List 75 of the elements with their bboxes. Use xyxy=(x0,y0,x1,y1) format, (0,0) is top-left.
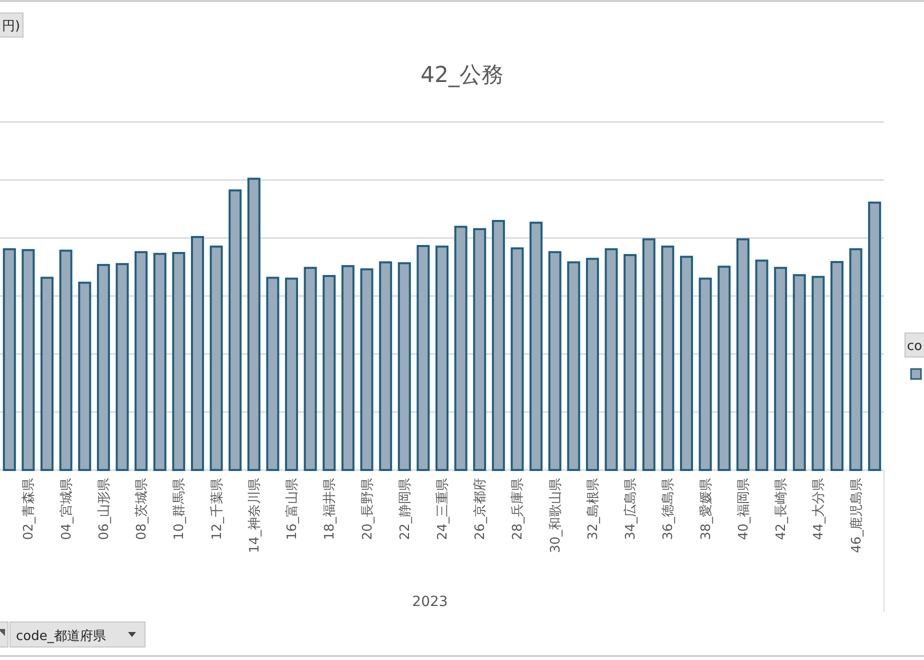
bar xyxy=(510,247,524,471)
bar xyxy=(40,276,54,471)
bar xyxy=(774,266,788,471)
x-tick-label: 10_群馬県 xyxy=(172,478,188,540)
bar xyxy=(492,220,505,471)
x-tick-label: 24_三重県 xyxy=(436,478,450,540)
bar xyxy=(398,262,411,471)
x-tick-label: 32_島根県 xyxy=(586,478,601,540)
bar xyxy=(718,266,731,471)
bar xyxy=(473,228,486,471)
chart-title: 42_公務 xyxy=(420,63,504,88)
bar xyxy=(190,236,204,471)
bar xyxy=(567,261,580,471)
bar xyxy=(698,278,712,471)
x-tick-label: 22_静岡県 xyxy=(398,478,413,540)
x-tick-label: 34_広島県 xyxy=(622,478,639,540)
bar xyxy=(755,260,768,471)
x-tick-label: 40_福岡県 xyxy=(736,478,752,540)
x-tick-label: 46_鹿児島県 xyxy=(849,478,864,554)
x-tick-label: 16_富山県 xyxy=(284,478,300,540)
bar xyxy=(830,261,844,471)
bar xyxy=(22,249,35,471)
bar xyxy=(116,263,129,471)
text: code_都道府県 xyxy=(16,628,106,644)
text: co xyxy=(907,339,922,354)
bar xyxy=(436,246,448,471)
x-tick-label: 42_長崎県 xyxy=(774,478,790,540)
bar xyxy=(266,276,280,471)
bar xyxy=(96,264,110,471)
x-tick-label: 44_大分県 xyxy=(812,478,827,540)
x-tick-label: 38_愛媛県 xyxy=(698,478,714,540)
x-tick-label: 20_長野県 xyxy=(360,478,376,540)
bar xyxy=(642,238,656,471)
bar xyxy=(416,245,430,471)
bar xyxy=(736,238,750,471)
bar xyxy=(454,226,468,471)
bar xyxy=(134,251,148,471)
x-tick-label: 18_福井県 xyxy=(322,478,338,540)
bar xyxy=(661,246,674,471)
bar xyxy=(341,265,354,471)
bar xyxy=(2,248,16,471)
bar xyxy=(586,258,599,471)
x-tick-label: 26_京都府 xyxy=(472,478,488,540)
bar xyxy=(322,275,336,471)
bar xyxy=(680,256,694,471)
bar xyxy=(379,261,392,471)
x-axis-title: 2023 xyxy=(412,594,448,610)
bar xyxy=(624,254,637,471)
bar xyxy=(604,248,618,471)
x-tick-label: 04_宮城県 xyxy=(58,478,74,540)
bar xyxy=(360,268,374,471)
bar xyxy=(812,276,825,471)
bar xyxy=(868,202,882,471)
text: 円) xyxy=(2,19,20,34)
x-tick-label: 12_千葉県 xyxy=(210,478,225,540)
bar xyxy=(285,278,298,471)
bar xyxy=(78,282,92,471)
bar xyxy=(210,246,223,471)
x-tick-label: 02_青森県 xyxy=(22,478,37,540)
bar xyxy=(228,189,242,471)
x-tick-label: 30_和歌山県 xyxy=(548,478,564,554)
x-tick-label: 36_徳島県 xyxy=(661,478,676,540)
bar xyxy=(792,274,806,471)
bar xyxy=(247,178,260,471)
bar xyxy=(153,252,166,471)
bar xyxy=(548,251,562,471)
x-tick-label: 08_茨城県 xyxy=(134,478,150,540)
x-tick-label: 14_神奈川県 xyxy=(247,478,262,554)
bar xyxy=(530,222,543,471)
bar xyxy=(59,250,72,471)
bar xyxy=(849,248,862,471)
bar xyxy=(304,266,317,471)
bar xyxy=(172,252,186,471)
x-tick-label: 06_山形県 xyxy=(96,478,112,540)
x-tick-label: 28_兵庫県 xyxy=(510,478,526,540)
